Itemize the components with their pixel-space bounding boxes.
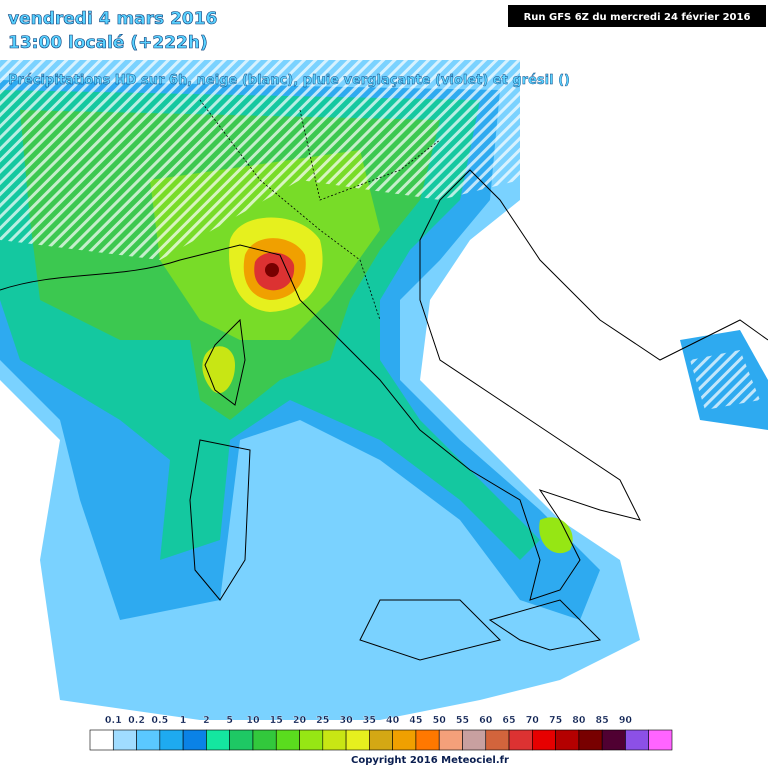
legend-swatch	[369, 729, 393, 751]
legend-label: 15	[270, 715, 283, 726]
legend-swatch	[508, 729, 533, 751]
legend-label: 2	[203, 715, 210, 726]
legend-swatch	[112, 729, 137, 751]
legend-label: 5	[226, 715, 233, 726]
legend-swatch	[578, 729, 603, 751]
legend-swatch	[438, 729, 463, 751]
legend-label: 75	[549, 715, 562, 726]
precipitation	[0, 60, 768, 720]
legend-label: 10	[246, 715, 260, 726]
legend-label: 35	[363, 715, 376, 726]
legend-swatch	[392, 729, 417, 751]
legend-label: 40	[386, 715, 400, 726]
legend: 0.1 0.2 0.5 1 2 5 10 15 20 25 30 35 40 45 50 55 60 65 70 75…	[89, 715, 673, 751]
legend-label: 1	[180, 715, 187, 726]
legend-swatch	[229, 729, 254, 751]
subtitle: Précipitations HD sur 6h, neige (blanc),…	[8, 73, 570, 88]
coastlines	[0, 99, 768, 661]
legend-swatch	[462, 729, 487, 751]
legend-swatch	[159, 729, 184, 751]
run-box	[508, 5, 766, 27]
legend-label: 0.2	[128, 715, 145, 726]
legend-label: 25	[316, 715, 329, 726]
legend-label: 60	[479, 715, 493, 726]
legend-swatch	[182, 729, 207, 751]
date-title: vendredi 4 mars 2016	[8, 9, 217, 29]
time-title: 13:00 localé (+222h)	[8, 33, 208, 53]
legend-swatch	[252, 729, 277, 751]
legend-swatch	[299, 729, 324, 751]
legend-swatch	[555, 729, 580, 751]
legend-swatch	[322, 729, 347, 751]
legend-swatch	[136, 729, 161, 751]
legend-swatch	[601, 729, 626, 751]
legend-label: 0.1	[105, 715, 122, 726]
legend-swatch	[206, 729, 230, 751]
legend-label: 55	[456, 715, 469, 726]
legend-label: 70	[526, 715, 540, 726]
legend-label: 85	[596, 715, 609, 726]
legend-swatch	[532, 729, 556, 751]
legend-label: 90	[619, 715, 633, 726]
copyright: Copyright 2016 Meteociel.fr	[351, 755, 509, 766]
legend-label: 45	[409, 715, 422, 726]
legend-label: 30	[339, 715, 353, 726]
legend-swatch	[89, 729, 114, 751]
legend-label: 50	[433, 715, 447, 726]
legend-swatch	[625, 729, 650, 751]
legend-swatch	[648, 729, 673, 751]
legend-label: 80	[572, 715, 586, 726]
run-label: Run GFS 6Z du mercredi 24 février 2016	[524, 11, 751, 23]
legend-label: 20	[293, 715, 307, 726]
legend-swatch	[275, 729, 300, 751]
legend-swatch	[345, 729, 370, 751]
legend-label: 0.5	[151, 715, 168, 726]
legend-swatch	[415, 729, 440, 751]
legend-label: 65	[502, 715, 515, 726]
legend-swatch	[485, 729, 510, 751]
